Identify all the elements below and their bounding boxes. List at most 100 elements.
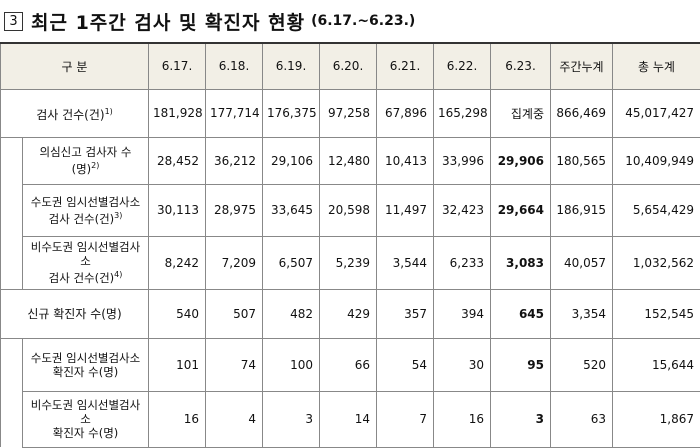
value-cell: 95 xyxy=(491,338,551,391)
header-label: 구 분 xyxy=(1,43,149,89)
title: 최근 1주간 검사 및 확진자 현황 xyxy=(31,8,305,35)
indent-cell xyxy=(1,137,23,289)
value-cell: 177,714 xyxy=(206,89,263,137)
label-line: 검사 건수(건) xyxy=(49,271,115,285)
value-cell: 1,032,562 xyxy=(613,236,700,289)
value-cell: 394 xyxy=(434,289,491,338)
value-cell: 16 xyxy=(434,391,491,447)
value-cell: 16 xyxy=(149,391,206,447)
value-cell: 7 xyxy=(377,391,434,447)
label-line: 검사 건수(건) xyxy=(36,108,104,122)
value-cell: 540 xyxy=(149,289,206,338)
value-cell: 3 xyxy=(491,391,551,447)
value-cell: 165,298 xyxy=(434,89,491,137)
value-cell: 186,915 xyxy=(551,184,613,236)
value-cell: 74 xyxy=(206,338,263,391)
value-cell: 12,480 xyxy=(320,137,377,184)
footnote-mark: 1) xyxy=(105,107,113,116)
value-cell: 3 xyxy=(263,391,320,447)
value-cell: 866,469 xyxy=(551,89,613,137)
value-cell: 66 xyxy=(320,338,377,391)
label-line: 비수도권 임시선별검사소 xyxy=(31,240,140,268)
value-cell: 33,996 xyxy=(434,137,491,184)
value-cell: 97,258 xyxy=(320,89,377,137)
section-number: 3 xyxy=(4,12,23,31)
value-cell: 29,906 xyxy=(491,137,551,184)
header-cell: 주간누계 xyxy=(551,43,613,89)
value-cell: 67,896 xyxy=(377,89,434,137)
value-cell: 40,057 xyxy=(551,236,613,289)
value-cell: 20,598 xyxy=(320,184,377,236)
value-cell: 1,867 xyxy=(613,391,700,447)
value-cell: 45,017,427 xyxy=(613,89,700,137)
value-cell: 4 xyxy=(206,391,263,447)
value-cell: 30 xyxy=(434,338,491,391)
value-cell: 10,409,949 xyxy=(613,137,700,184)
value-cell: 14 xyxy=(320,391,377,447)
value-cell: 11,497 xyxy=(377,184,434,236)
label-line: 비수도권 임시선별검사소 xyxy=(31,398,140,426)
value-cell: 54 xyxy=(377,338,434,391)
header-cell: 6.23. xyxy=(491,43,551,89)
header-cell: 6.19. xyxy=(263,43,320,89)
label-line: 의심신고 검사자 수(명) xyxy=(40,145,132,176)
value-cell: 357 xyxy=(377,289,434,338)
value-cell: 36,212 xyxy=(206,137,263,184)
value-cell: 6,507 xyxy=(263,236,320,289)
value-cell: 8,242 xyxy=(149,236,206,289)
value-cell: 28,975 xyxy=(206,184,263,236)
value-cell: 집계중 xyxy=(491,89,551,137)
row-label: 의심신고 검사자 수(명)2) xyxy=(23,137,149,184)
value-cell: 180,565 xyxy=(551,137,613,184)
header-cell: 6.17. xyxy=(149,43,206,89)
value-cell: 101 xyxy=(149,338,206,391)
value-cell: 429 xyxy=(320,289,377,338)
period: (6.17.~6.23.) xyxy=(311,13,415,29)
label-line: 신규 확진자 수(명) xyxy=(27,307,121,321)
value-cell: 6,233 xyxy=(434,236,491,289)
header-cell: 6.18. xyxy=(206,43,263,89)
value-cell: 645 xyxy=(491,289,551,338)
value-cell: 5,239 xyxy=(320,236,377,289)
header-cell: 6.22. xyxy=(434,43,491,89)
value-cell: 10,413 xyxy=(377,137,434,184)
value-cell: 3,354 xyxy=(551,289,613,338)
footnote-mark: 3) xyxy=(114,211,122,220)
value-cell: 100 xyxy=(263,338,320,391)
value-cell: 152,545 xyxy=(613,289,700,338)
value-cell: 63 xyxy=(551,391,613,447)
value-cell: 3,083 xyxy=(491,236,551,289)
value-cell: 5,654,429 xyxy=(613,184,700,236)
value-cell: 29,664 xyxy=(491,184,551,236)
value-cell: 3,544 xyxy=(377,236,434,289)
value-cell: 181,928 xyxy=(149,89,206,137)
row-label: 신규 확진자 수(명) xyxy=(1,289,149,338)
indent-cell xyxy=(1,338,23,447)
label-line: 확진자 수(명) xyxy=(53,365,119,379)
header-cell: 6.21. xyxy=(377,43,434,89)
footnote-mark: 4) xyxy=(114,270,122,279)
value-cell: 520 xyxy=(551,338,613,391)
header-cell: 6.20. xyxy=(320,43,377,89)
label-line: 검사 건수(건) xyxy=(49,211,115,225)
value-cell: 15,644 xyxy=(613,338,700,391)
row-label: 검사 건수(건)1) xyxy=(1,89,149,137)
value-cell: 7,209 xyxy=(206,236,263,289)
value-cell: 33,645 xyxy=(263,184,320,236)
value-cell: 29,106 xyxy=(263,137,320,184)
value-cell: 482 xyxy=(263,289,320,338)
